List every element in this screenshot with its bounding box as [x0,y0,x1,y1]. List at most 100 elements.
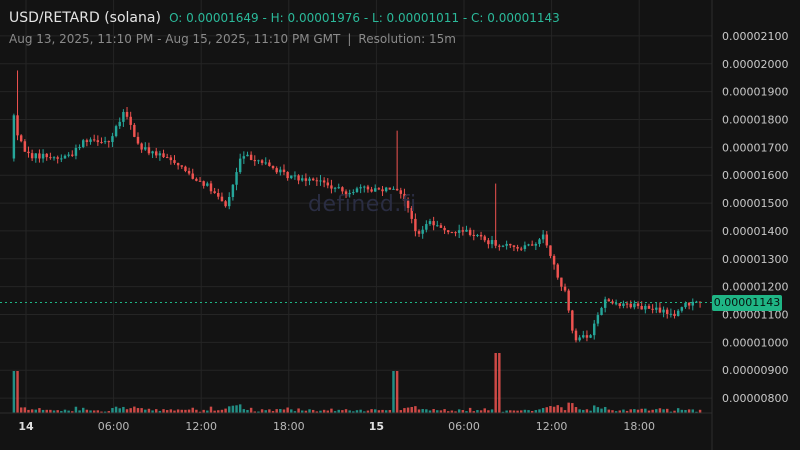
candle-body [12,115,16,159]
volume-bar [56,410,59,413]
candle-body [184,166,187,171]
candle-body [527,244,530,246]
candle-body [439,225,443,228]
candle-body [468,229,472,235]
candle-body [676,310,680,316]
candle-body [443,227,446,231]
candle-body [114,126,118,137]
volume-bar [107,411,111,413]
candle-body [74,147,78,156]
resolution-label: Resolution: 15m [358,32,456,46]
chart-grid [0,0,712,413]
volume-bar [348,410,351,413]
volume-bar [479,410,483,413]
volume-bar [125,409,129,413]
volume-bar [290,409,293,413]
candle-body [202,181,205,186]
candle-body [268,162,271,166]
volume-bar [443,409,446,413]
volume-bar [293,411,297,413]
x-tick-label: 18:00 [623,420,655,433]
candle-body [162,153,165,158]
candle-body [16,115,19,136]
volume-bar [52,410,56,413]
candle-body [479,234,483,237]
volume-bar [286,407,289,413]
candle-body [92,139,96,141]
candle-body [173,160,176,163]
candle-body [450,232,454,234]
candle-body [651,308,654,310]
candle-body [567,290,570,311]
candle-body [333,187,337,189]
volume-bar [114,406,118,413]
candle-body [242,156,246,159]
candle-body [644,305,647,310]
volume-bar [593,405,596,413]
volume-bar [384,410,388,413]
candle-body [607,299,611,302]
volume-bar [600,408,603,413]
volume-bar [377,410,381,413]
candle-body [158,153,162,156]
candle-body [549,245,552,256]
volume-bar [534,410,538,413]
candle-body [366,186,370,190]
volume-bar [85,409,89,413]
y-tick-label: 0.00001800 [722,114,788,127]
volume-bar [60,411,63,413]
candle-body [680,307,684,311]
volume-bar [501,411,505,413]
candle-body [308,178,311,181]
volume-bar [680,409,684,413]
candle-body [253,160,257,162]
candle-body [264,162,267,164]
candle-body [428,221,432,225]
volume-bar [165,410,169,413]
candle-body [311,178,315,181]
candle-body [23,141,27,152]
volume-bar [322,409,326,413]
candle-body [319,180,322,182]
volume-bar [399,410,403,413]
candle-body [60,158,63,160]
volume-bar [67,410,70,413]
candle-body [520,248,523,250]
y-tick-label: 0.00001700 [722,141,788,154]
volume-bar [498,353,501,413]
candle-body [465,229,468,232]
volume-bar [527,410,530,413]
volume-bar [673,410,676,413]
volume-bar [454,411,457,413]
candle-body [304,178,308,181]
y-tick-label: 0.00001200 [722,281,788,294]
volume-bar [571,403,574,413]
volume-bar [19,407,23,413]
current-price-tag: 0.00001143 [712,294,782,311]
candle-body [374,188,377,192]
volume-bar [687,409,691,413]
candle-body [140,143,143,150]
candle-body [155,151,158,156]
candle-body [377,188,381,190]
candle-body [111,136,114,143]
candle-body [56,157,59,159]
candle-body [399,190,403,194]
candle-body [603,299,607,308]
volume-bar [432,409,435,413]
candle-body [176,162,180,166]
x-tick-label: 12:00 [536,420,568,433]
volume-bar [658,408,662,413]
volume-bar [144,409,147,413]
candle-body [107,141,111,143]
candle-body [165,157,169,159]
volume-bar [530,410,534,413]
volume-bar [450,410,454,413]
candle-body [271,165,275,169]
candle-body [629,303,632,308]
volume-bar [220,409,224,413]
y-tick-label: 0.00001900 [722,86,788,99]
candle-body [381,189,384,192]
volume-bar [483,408,486,413]
